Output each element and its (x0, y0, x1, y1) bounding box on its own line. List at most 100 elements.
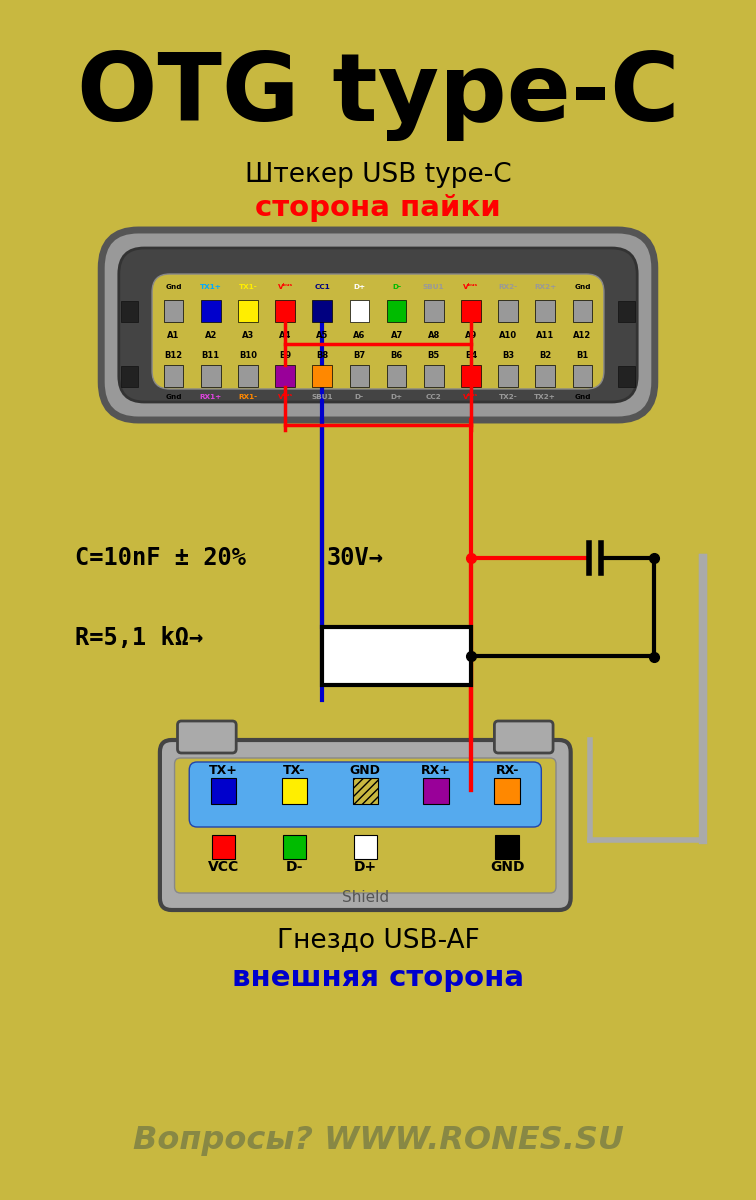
Text: B9: B9 (279, 352, 291, 360)
Bar (495, 835, 519, 859)
Text: Vᵇᵘˢ: Vᵇᵘˢ (463, 284, 479, 290)
Bar (423, 778, 449, 804)
Bar (201, 365, 221, 386)
Text: VCC: VCC (208, 860, 239, 874)
Text: Штекер USB type-C: Штекер USB type-C (245, 162, 511, 188)
Text: Gnd: Gnd (166, 284, 182, 290)
Bar (282, 778, 307, 804)
Text: A10: A10 (499, 331, 517, 341)
Bar (494, 778, 520, 804)
Text: B10: B10 (239, 352, 257, 360)
Text: D-: D- (392, 284, 401, 290)
FancyBboxPatch shape (160, 740, 571, 910)
Text: A11: A11 (536, 331, 554, 341)
Text: RX-: RX- (495, 763, 519, 776)
Text: CC2: CC2 (426, 394, 442, 400)
Text: B3: B3 (502, 352, 514, 360)
Bar (424, 365, 444, 386)
Text: B12: B12 (165, 352, 183, 360)
Text: B5: B5 (428, 352, 440, 360)
FancyBboxPatch shape (175, 758, 556, 893)
Text: R=5,1 kΩ→: R=5,1 kΩ→ (75, 626, 203, 650)
Text: SBU1: SBU1 (423, 284, 445, 290)
Bar (572, 300, 592, 322)
Text: C=10nF ± 20%: C=10nF ± 20% (75, 546, 246, 570)
Text: Gnd: Gnd (166, 394, 182, 400)
Text: GND: GND (490, 860, 525, 874)
Text: Vᵇᵘˢ: Vᵇᵘˢ (463, 394, 479, 400)
Text: A9: A9 (465, 331, 477, 341)
Bar (461, 365, 481, 386)
Bar (618, 366, 635, 386)
Text: Gnd: Gnd (574, 284, 590, 290)
Bar (387, 300, 407, 322)
Text: RX+: RX+ (421, 763, 451, 776)
Bar (121, 366, 138, 386)
Text: RX2-: RX2- (498, 284, 518, 290)
FancyBboxPatch shape (178, 721, 236, 754)
Text: B7: B7 (353, 352, 365, 360)
Text: сторона пайки: сторона пайки (255, 194, 501, 222)
FancyBboxPatch shape (152, 274, 604, 389)
Text: 30V→: 30V→ (326, 546, 383, 570)
Text: TX2-: TX2- (499, 394, 517, 400)
Text: B1: B1 (576, 352, 588, 360)
Bar (618, 301, 635, 322)
Text: D+: D+ (354, 860, 376, 874)
Text: SBU1: SBU1 (311, 394, 333, 400)
Text: TX-: TX- (284, 763, 305, 776)
Text: B2: B2 (539, 352, 551, 360)
Text: A5: A5 (316, 331, 328, 341)
FancyBboxPatch shape (494, 721, 553, 754)
Text: Гнездо USB-AF: Гнездо USB-AF (277, 926, 479, 953)
Bar (424, 300, 444, 322)
Bar (498, 365, 518, 386)
Text: A2: A2 (205, 331, 217, 341)
Bar (387, 365, 407, 386)
Bar (352, 778, 378, 804)
Text: Vᵇᵘˢ: Vᵇᵘˢ (277, 284, 293, 290)
Text: TX+: TX+ (209, 763, 238, 776)
Bar (238, 365, 258, 386)
Text: B8: B8 (316, 352, 328, 360)
Text: Вопросы? WWW.RONES.SU: Вопросы? WWW.RONES.SU (132, 1124, 624, 1156)
Text: TX1-: TX1- (239, 284, 257, 290)
Text: A4: A4 (279, 331, 291, 341)
Text: D+: D+ (391, 394, 403, 400)
Bar (275, 365, 295, 386)
Text: D-: D- (355, 394, 364, 400)
Text: GND: GND (350, 763, 381, 776)
Bar (498, 300, 518, 322)
Bar (572, 365, 592, 386)
Text: A7: A7 (390, 331, 403, 341)
Text: Vᵇᵘˢ: Vᵇᵘˢ (277, 394, 293, 400)
Text: A8: A8 (428, 331, 440, 341)
Bar (238, 300, 258, 322)
Text: RX2+: RX2+ (534, 284, 556, 290)
Bar (283, 835, 306, 859)
Bar (211, 778, 236, 804)
Text: OTG type-C: OTG type-C (77, 49, 679, 140)
Text: TX2+: TX2+ (534, 394, 556, 400)
Text: A12: A12 (573, 331, 591, 341)
Bar (349, 365, 369, 386)
Bar (164, 300, 184, 322)
Bar (312, 365, 332, 386)
Text: D-: D- (286, 860, 303, 874)
Text: TX1+: TX1+ (200, 284, 222, 290)
Text: A3: A3 (242, 331, 254, 341)
Text: B6: B6 (390, 352, 403, 360)
Bar (535, 365, 555, 386)
Bar (164, 365, 184, 386)
Bar (121, 301, 138, 322)
Text: B11: B11 (202, 352, 220, 360)
Text: A6: A6 (353, 331, 366, 341)
Text: D+: D+ (353, 284, 365, 290)
Text: RX1-: RX1- (238, 394, 258, 400)
Bar (354, 835, 377, 859)
Text: A1: A1 (167, 331, 180, 341)
Bar (201, 300, 221, 322)
FancyBboxPatch shape (119, 248, 637, 402)
Text: CC1: CC1 (314, 284, 330, 290)
Bar (275, 300, 295, 322)
